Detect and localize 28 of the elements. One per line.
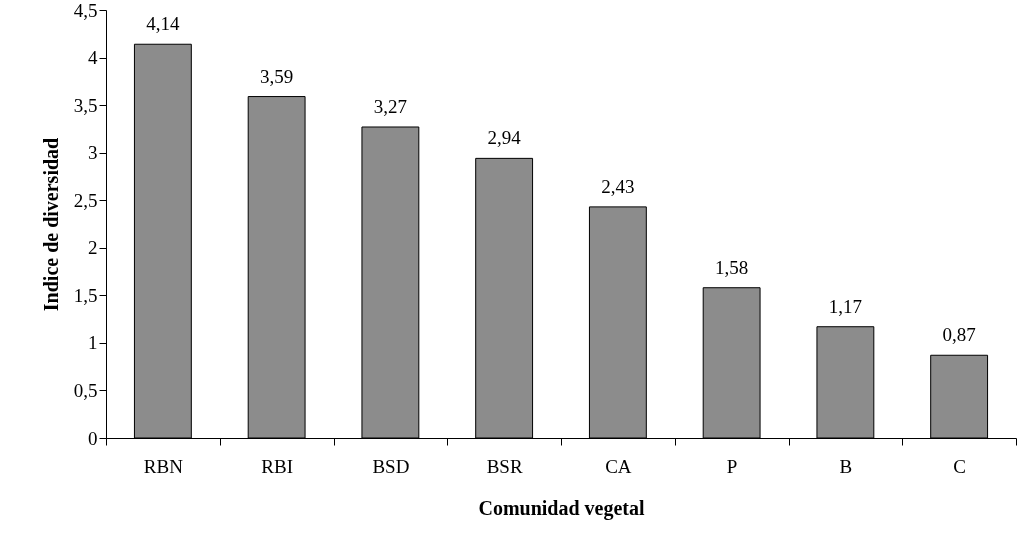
data-label: 2,43 (601, 175, 635, 197)
y-tick-label: 0 (88, 427, 98, 449)
x-tick-label: RBN (143, 455, 184, 477)
x-tick-label: P (726, 455, 738, 477)
data-label: 2,94 (487, 127, 522, 149)
y-tick-label: 3,5 (73, 94, 98, 116)
x-tick-label: CA (605, 455, 632, 477)
data-label: 1,17 (828, 295, 862, 317)
x-axis-title: Comunidad vegetal (478, 496, 645, 520)
y-axis-title: Indice de diversidad (39, 137, 62, 312)
x-tick-label: BSR (486, 455, 523, 477)
y-tick-label: 2 (88, 237, 98, 259)
data-label: 0,87 (942, 324, 976, 346)
y-tick-label: 4 (88, 47, 98, 69)
x-tick-label: BSD (372, 455, 410, 477)
x-tick-label: C (953, 455, 966, 477)
x-tick-label: B (839, 455, 853, 477)
y-tick-label: 1,5 (73, 284, 98, 306)
data-label: 1,58 (715, 256, 749, 278)
x-tick-label: RBI (261, 455, 293, 477)
y-tick-label: 4,5 (73, 0, 98, 21)
data-label: 3,59 (260, 65, 294, 87)
y-tick-label: 0,5 (73, 379, 98, 401)
y-tick-label: 1 (88, 332, 98, 354)
y-tick-label: 2,5 (73, 189, 98, 211)
data-label: 4,14 (146, 13, 180, 35)
data-label: 3,27 (373, 95, 407, 117)
y-tick-label: 3 (88, 142, 98, 164)
